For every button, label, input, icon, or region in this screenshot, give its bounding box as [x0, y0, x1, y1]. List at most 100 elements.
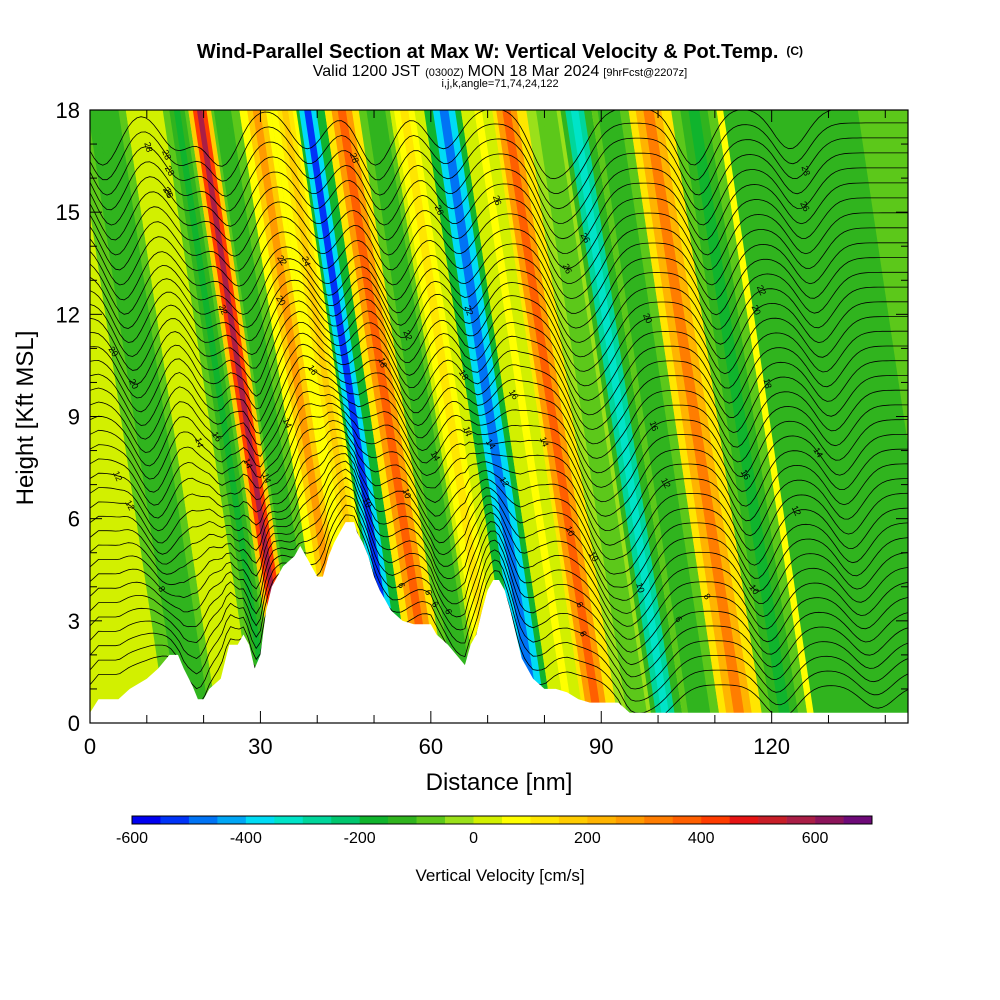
theta-contour-label: 16 [210, 430, 224, 444]
colorbar-tick-label: 0 [469, 830, 478, 847]
velocity-band-peak [96, 110, 202, 723]
theta-contour-label: 26 [162, 187, 175, 200]
theta-contour-label: 26 [491, 194, 504, 207]
theta-contour-label: 10 [587, 550, 601, 564]
colorbar-swatch [786, 816, 816, 824]
theta-contour [90, 242, 908, 314]
velocity-band-peak [688, 110, 792, 723]
theta-contour-label: 6 [673, 614, 684, 624]
colorbar-swatch [245, 816, 275, 824]
theta-contour-label: 22 [275, 253, 289, 267]
theta-contour [90, 477, 908, 640]
theta-contour-label: 14 [193, 436, 205, 448]
colorbar-swatch [502, 816, 531, 824]
theta-contour [90, 453, 908, 601]
theta-contour-label: 12 [497, 475, 511, 489]
theta-contour [90, 182, 908, 254]
colorbar-swatch [160, 816, 190, 824]
theta-contour [90, 322, 908, 416]
velocity-band-peak [502, 110, 603, 723]
y-tick-label: 0 [68, 711, 80, 736]
theta-contour [90, 437, 908, 575]
velocity-band-peak [337, 110, 438, 723]
theta-contour [90, 110, 834, 180]
theta-contour-label: 22 [755, 284, 768, 297]
theta-contour-label: 14 [811, 446, 825, 460]
theta-contour-label: 6 [430, 599, 441, 609]
theta-contour [90, 290, 908, 372]
colorbar-swatch [587, 816, 617, 824]
theta-contour-label: 16 [507, 388, 521, 402]
colorbar-tick-label: -600 [116, 830, 148, 847]
colorbar-frame [131, 815, 873, 825]
theta-contour [90, 310, 908, 401]
theta-contour [90, 122, 908, 195]
theta-contour-label: 12 [659, 476, 673, 490]
colorbar-swatch [132, 816, 161, 824]
colorbar-tick-label: -400 [230, 830, 262, 847]
theta-contour-label: 26 [561, 262, 574, 275]
chart-title: Wind-Parallel Section at Max W: Vertical… [197, 41, 803, 63]
theta-contour-label: 12 [123, 498, 137, 512]
y-axis: 0 3 6 9 12 15 18 [56, 98, 908, 736]
theta-contour-label: 6 [443, 608, 454, 616]
velocity-band-peak [173, 110, 273, 723]
theta-contour-label: 20 [127, 377, 140, 390]
x-axis-label: Distance [nm] [426, 769, 573, 796]
colorbar-swatch [359, 816, 389, 824]
theta-contour-label: 14 [241, 457, 254, 470]
theta-contour-label: 10 [747, 582, 761, 596]
theta-contour [90, 300, 908, 387]
colorbar-swatch [188, 816, 218, 824]
theta-contour-label: 10 [563, 524, 577, 538]
theta-contour-label: 16 [648, 420, 661, 433]
theta-contour-label: 20 [750, 303, 763, 316]
velocity-band-peak [400, 110, 501, 723]
theta-contour [90, 485, 908, 653]
theta-contour-label: 24 [300, 255, 313, 268]
x-tick-label: 30 [248, 734, 272, 759]
y-axis-label: Height [Kft MSL] [12, 331, 39, 506]
theta-contour-label: 20 [106, 345, 120, 359]
theta-contour-label: 14 [281, 416, 294, 429]
theta-contour-label: 14 [538, 435, 551, 448]
colorbar-swatch [729, 816, 759, 824]
theta-contour-label: 8 [156, 584, 167, 593]
velocity-band-peak [604, 110, 706, 723]
y-tick-label: 12 [56, 302, 80, 327]
chart-subtitle: Valid 1200 JST (0300Z) MON 18 Mar 2024 [9hr… [313, 63, 687, 80]
theta-contour [90, 524, 908, 702]
theta-contour [90, 504, 908, 678]
theta-contour [90, 137, 908, 210]
x-tick-label: 0 [84, 734, 96, 759]
theta-contour-label: 8 [702, 592, 713, 602]
theta-contour-label: 10 [634, 582, 646, 594]
y-tick-label: 6 [68, 507, 80, 532]
theta-contour-label: 18 [457, 368, 471, 382]
theta-contour [90, 411, 908, 532]
theta-contour-label: 14 [461, 425, 474, 438]
theta-contour [90, 343, 908, 445]
theta-contour [90, 495, 908, 666]
theta-contour [90, 227, 908, 300]
theta-contour-label: 28 [160, 148, 173, 161]
theta-contour [90, 167, 908, 240]
theta-contour-label: 16 [306, 363, 320, 377]
colorbar-swatch [416, 816, 446, 824]
theta-contour [90, 212, 908, 284]
theta-contour-label: 12 [111, 469, 124, 482]
theta-contour [90, 269, 908, 343]
colorbar-swatch [672, 816, 702, 824]
velocity-band-peak [144, 110, 245, 723]
velocity-band-peak [439, 110, 541, 723]
theta-contour [90, 468, 908, 627]
y-tick-label: 18 [56, 98, 80, 123]
theta-contour-label: 6 [423, 589, 434, 596]
theta-contour-label: 18 [376, 356, 388, 369]
theta-contour-label: 14 [484, 437, 498, 451]
colorbar-swatch [815, 816, 844, 824]
velocity-band-peak [542, 110, 643, 723]
colorbar-swatch [615, 816, 645, 824]
colorbar-swatch [758, 816, 787, 824]
